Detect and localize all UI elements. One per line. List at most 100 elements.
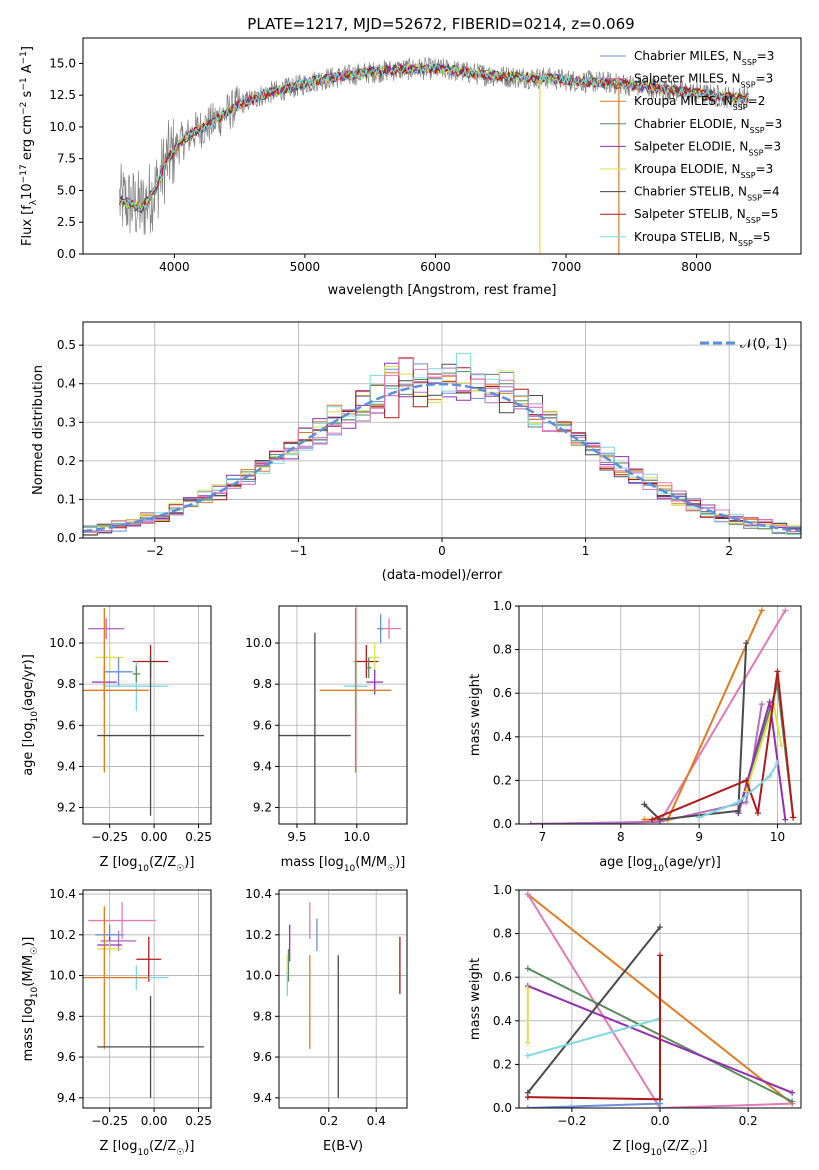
spectrum-xtick-label: 4000 (159, 260, 190, 274)
weight_vs_age-series-8-marker (649, 816, 656, 823)
weight-vs-z-panel: −0.2 0.0 0.2 0.0 0.2 0.4 0.6 0.8 1.0 Z [log10(Z/Z… (468, 883, 802, 1158)
residuals-xtick-label: −1 (290, 544, 308, 558)
spectrum-ytick-label: 7.5 (57, 152, 76, 166)
weight_vs_Z-series-8-marker (524, 985, 531, 992)
mass_vs_Z-xtick-label: 0.00 (141, 1114, 168, 1128)
weight_vs_age-series-6-marker (743, 788, 750, 795)
spectrum-ytick-label: 10.0 (49, 120, 76, 134)
mass_vs_ebv-xtick-label: 0.4 (367, 1114, 386, 1128)
weight_vs_Z-series-9-marker (524, 1105, 531, 1108)
weight_vs_age-xtick-label: 9 (695, 830, 703, 844)
spectrum-ytick-label: 15.0 (49, 56, 76, 70)
mass_vs_Z-xtick-label: 0.25 (185, 1114, 212, 1128)
residuals-ytick-label: 0.2 (57, 454, 76, 468)
weight_vs_Z-series-9 (527, 1102, 661, 1108)
spectrum-xtick-label: 6000 (420, 260, 451, 274)
weight_vs_Z-ytick-label: 0.2 (493, 1057, 512, 1071)
age_vs_Z-xtick-label: −0.25 (91, 830, 128, 844)
weight_vs_age-series-2-marker (527, 821, 534, 824)
spectrum-legend-label: Salpeter STELIB, NSSP=5 (634, 207, 778, 225)
weight_vs_Z-series-3-marker (524, 965, 531, 972)
mass-vs-z-xlabel: Z [log10(Z/Z☉)] (100, 1139, 195, 1158)
age_vs_mass-ytick-label: 9.8 (253, 677, 272, 691)
weight-vs-age-ylabel: mass weight (468, 674, 483, 756)
mass_vs_Z-ytick-label: 9.4 (57, 1091, 76, 1105)
weight_vs_age-ytick-label: 0.8 (493, 643, 512, 657)
spectrum-ytick-label: 5.0 (57, 183, 76, 197)
age_vs_mass-ytick-label: 9.2 (253, 801, 272, 815)
weight_vs_Z-series-5 (527, 926, 661, 1094)
residuals-panel: −2 −1 0 1 2 0.0 0.1 0.2 0.3 0.4 0.5 (data-model)/e… (31, 321, 802, 583)
mass_vs_Z-marks (83, 902, 204, 1098)
weight_vs_age-ytick-label: 0.4 (493, 730, 512, 744)
mass_vs_Z-ytick-label: 9.6 (57, 1050, 76, 1064)
weight_vs_Z-ytick-label: 0.4 (493, 1014, 512, 1028)
weight_vs_Z-series-2-marker (524, 891, 531, 898)
spectrum-ticks: 4000 5000 6000 7000 8000 0.0 2.5 5.0 7.5 10.0 12.5… (49, 56, 712, 274)
spectrum-legend-label: Chabrier ELODIE, NSSP=3 (634, 117, 782, 135)
weight_vs_Z-series-2 (526, 893, 793, 1108)
weight_vs_age-series-5-marker (766, 698, 773, 705)
mass_vs_Z-ytick-label: 9.8 (57, 1009, 76, 1023)
spectrum-ylabel: Flux [fλ10−17 erg cm−2 s−1 A−1] (19, 46, 39, 246)
mass_vs_Z-ytick-label: 10.4 (49, 887, 76, 901)
weight_vs_age-series-8-marker (790, 814, 797, 821)
weight_vs_Z-xtick-label: −0.2 (557, 1114, 586, 1128)
mass-vs-z-ylabel: mass [log10(M/M☉)] (21, 937, 40, 1062)
spectrum-legend-label: Salpeter MILES, NSSP=3 (634, 72, 773, 90)
weight_vs_Z-series-5-marker (657, 924, 663, 931)
mass-vs-z-panel: −0.25 0.00 0.25 9.4 9.6 9.8 10.0 10.2 10.4 Z [log… (21, 887, 212, 1158)
weight_vs_age-series-3-marker (641, 816, 648, 823)
weight_vs_age-ytick-label: 0.6 (493, 686, 512, 700)
residuals-ytick-label: 0.4 (57, 377, 76, 391)
age-vs-mass-xlabel: mass [log10(M/M☉)] (281, 855, 406, 874)
weight_vs_Z-xtick-label: 0.2 (739, 1114, 758, 1128)
weight_vs_age-axes-frame (518, 605, 802, 825)
weight_vs_Z-series-7-marker (657, 952, 663, 959)
weight_vs_age-series-9-marker (696, 814, 703, 821)
weight_vs_age-series-1-marker (782, 607, 789, 614)
weight_vs_age-series-2-marker (758, 701, 765, 708)
age-vs-z-xlabel: Z [log10(Z/Z☉)] (100, 855, 195, 874)
weight_vs_age-ytick-label: 0.0 (493, 817, 512, 831)
spectrum-xlabel: wavelength [Angstrom, rest frame] (328, 283, 557, 298)
mass-vs-ebv-panel: 0.2 0.4 9.4 9.6 9.8 10.0 10.2 10.4 E(B-V) (245, 887, 408, 1154)
mass_vs_ebv-xtick-label: 0.2 (319, 1114, 338, 1128)
spectrum-legend-label: Chabrier MILES, NSSP=3 (634, 49, 774, 67)
spectrum-legend-label: Kroupa STELIB, NSSP=5 (634, 230, 771, 248)
weight_vs_age-xtick-label: 10 (770, 830, 785, 844)
residuals-ytick-label: 0.5 (57, 338, 76, 352)
weight_vs_age-marks (527, 607, 797, 824)
weight-vs-age-xlabel: age [log10(age/yr)] (599, 855, 721, 874)
age_vs_Z-marks (83, 608, 204, 816)
age_vs_Z-ytick-label: 10.0 (49, 636, 76, 650)
age_vs_Z-ytick-label: 9.4 (57, 759, 76, 773)
spectrum-legend-label: Chabrier STELIB, NSSP=4 (634, 185, 780, 203)
weight_vs_age-series-3-marker (758, 607, 765, 614)
age_vs_Z-axes-frame (82, 605, 212, 825)
age_vs_mass-xtick-label: 9.5 (287, 830, 306, 844)
weight_vs_age-ytick-label: 1.0 (493, 599, 512, 613)
weight_vs_age-xtick-label: 7 (539, 830, 547, 844)
weight_vs_Z-ytick-label: 0.8 (493, 927, 512, 941)
residuals-xtick-label: 1 (582, 544, 590, 558)
weight_vs_age-ytick-label: 0.2 (493, 773, 512, 787)
spectrum-xtick-label: 8000 (681, 260, 712, 274)
weight_vs_age-series-8-marker (743, 777, 750, 784)
age_vs_mass-ytick-label: 9.4 (253, 759, 272, 773)
mass_vs_Z-xtick-label: −0.25 (91, 1114, 128, 1128)
mass_vs_Z-axes-frame (82, 889, 212, 1109)
weight_vs_age-series-5-marker (782, 816, 789, 823)
weight_vs_age-series-7-marker (743, 640, 750, 647)
spectrum-plot-area (119, 56, 750, 254)
mass_vs_ebv-ytick-label: 10.2 (245, 928, 272, 942)
weight_vs_age-series-9 (698, 762, 779, 819)
age_vs_mass-ytick-label: 10.0 (245, 636, 272, 650)
weight_vs_Z-series-6-marker (524, 1052, 531, 1059)
mass_vs_Z-ytick-label: 10.0 (49, 969, 76, 983)
mass-vs-ebv-xlabel: E(B-V) (323, 1139, 363, 1154)
weight_vs_age-series-8-marker (774, 668, 781, 675)
weight_vs_age-series-6-marker (778, 742, 785, 749)
mass_vs_ebv-ytick-label: 10.0 (245, 969, 272, 983)
